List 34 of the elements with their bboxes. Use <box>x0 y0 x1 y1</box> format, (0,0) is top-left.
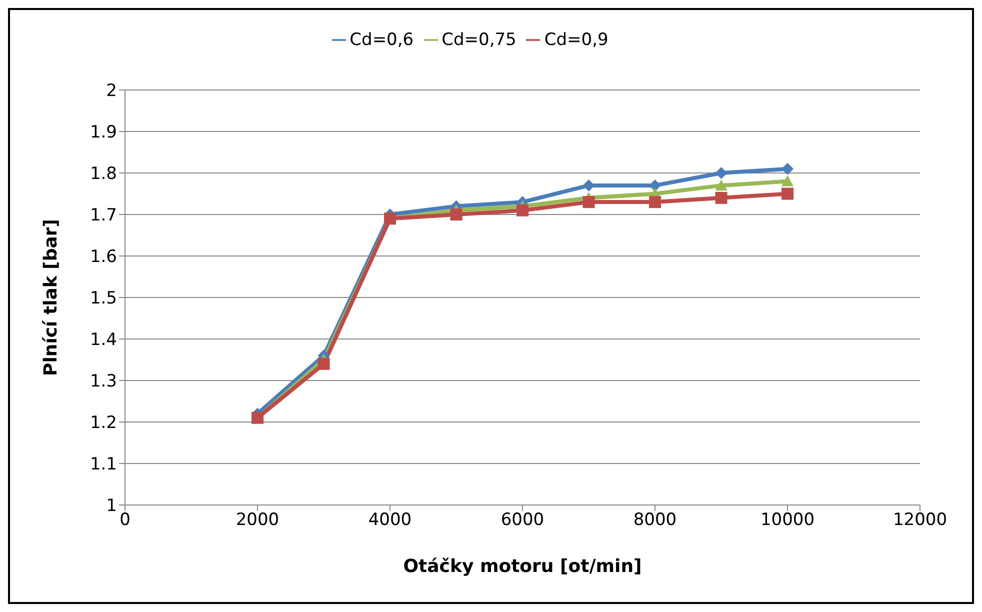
x-tick-label: 4000 <box>368 510 412 530</box>
y-tick-label: 1.6 <box>90 247 117 268</box>
point <box>516 204 528 216</box>
point <box>450 208 462 220</box>
x-tick-label: 12000 <box>892 510 948 530</box>
x-tick-label: 0 <box>120 510 130 530</box>
x-tick-label: 6000 <box>500 510 544 530</box>
point <box>782 175 794 186</box>
x-tick-label: 8000 <box>633 510 677 530</box>
point <box>318 358 330 370</box>
y-tick-label: 1.8 <box>90 164 117 184</box>
y-tick-label: 1.7 <box>90 206 117 226</box>
point <box>715 167 728 179</box>
legend-label: Cd=0,6 <box>350 30 414 50</box>
y-tick-label: 1.4 <box>90 330 117 350</box>
point <box>715 179 728 190</box>
y-tick-label: 1.2 <box>90 413 117 434</box>
legend-label: Cd=0,75 <box>442 30 516 50</box>
x-tick-label: 10000 <box>760 510 815 530</box>
x-tick-label: 2000 <box>236 510 280 530</box>
y-tick-label: 1 <box>106 496 117 516</box>
y-axis-title: Plnící tlak [bar] <box>40 219 62 376</box>
x-axis-title: Otáčky motoru [ot/min] <box>403 556 642 577</box>
y-tick-label: 1.3 <box>90 372 117 392</box>
y-tick-label: 1.9 <box>90 122 117 143</box>
y-tick-label: 1.1 <box>90 454 117 475</box>
legend-label: Cd=0,9 <box>544 30 608 50</box>
point <box>582 196 595 208</box>
point <box>649 196 661 208</box>
y-tick-label: 2 <box>106 81 117 102</box>
point <box>782 162 794 175</box>
y-tick-label: 1.5 <box>90 288 117 309</box>
point <box>715 192 728 204</box>
point <box>782 188 794 200</box>
